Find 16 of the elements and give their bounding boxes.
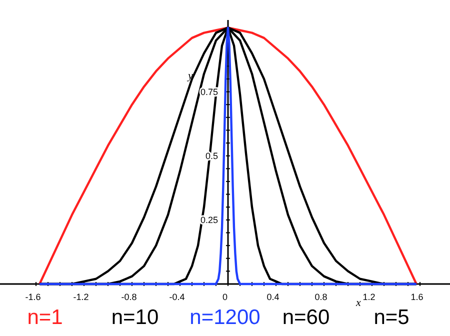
series-label: n=5	[374, 306, 410, 329]
x-tick-label: -1.6	[25, 292, 41, 302]
x-tick-label: 0.8	[314, 292, 328, 302]
x-axis-title: x	[355, 297, 361, 309]
x-tick-label: -0.4	[169, 292, 185, 302]
y-axis-title: y	[187, 70, 193, 82]
x-tick-label: 1.6	[410, 292, 424, 302]
series-label: n=1	[27, 306, 63, 329]
x-tick-label: 1.2	[362, 292, 376, 302]
x-tick-label: -0.8	[121, 292, 137, 302]
x-tick-label: 0	[222, 292, 228, 302]
x-tick-label: 0.4	[266, 292, 280, 302]
series-label: n=60	[282, 306, 330, 329]
series-label: n=10	[111, 306, 159, 329]
series-label: n=1200	[190, 306, 260, 329]
x-tick-label: -1.2	[73, 292, 89, 302]
